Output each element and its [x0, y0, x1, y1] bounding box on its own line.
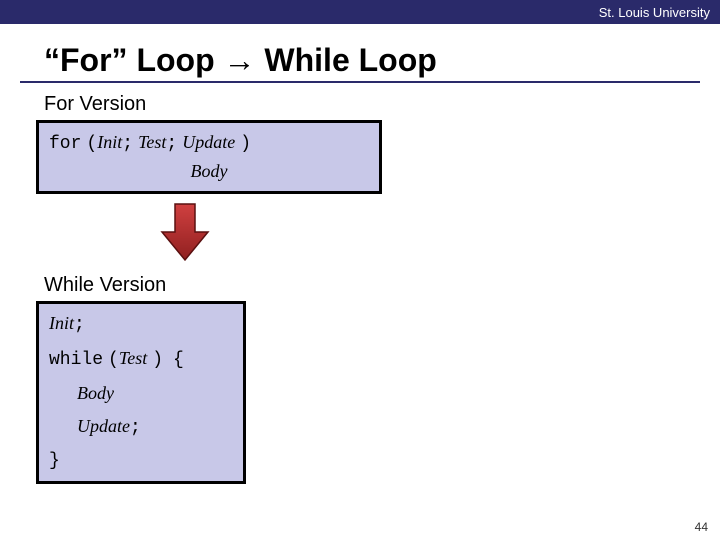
while-lbrace: { — [173, 350, 184, 370]
down-arrow-icon — [160, 202, 210, 262]
for-signature-line: for (Init; Test; Update ) — [49, 129, 369, 158]
while-update: Update — [77, 416, 130, 436]
while-signature-line: while (Test ) { — [49, 345, 233, 374]
while-update-line: Update; — [49, 413, 233, 442]
while-version-label: While Version — [0, 268, 720, 297]
page-number: 44 — [695, 520, 708, 534]
for-update: Update — [182, 132, 235, 152]
header-bar: St. Louis University — [0, 0, 720, 24]
for-semi2: ; — [166, 134, 177, 154]
slide-title: “For” Loop → While Loop — [20, 24, 700, 83]
for-test: Test — [138, 132, 166, 152]
for-code-box: for (Init; Test; Update ) Body — [36, 120, 382, 194]
while-init-semi: ; — [74, 315, 85, 335]
while-rparen: ) — [152, 350, 163, 370]
while-init: Init — [49, 313, 74, 333]
while-update-semi: ; — [130, 418, 141, 438]
while-init-line: Init; — [49, 310, 233, 339]
for-keyword: for — [49, 134, 81, 154]
while-test: Test — [119, 348, 147, 368]
for-version-label: For Version — [0, 87, 720, 116]
for-semi1: ; — [122, 134, 133, 154]
while-rbrace: } — [49, 448, 233, 475]
while-keyword: while — [49, 350, 103, 370]
for-init: Init — [97, 132, 122, 152]
for-rparen: ) — [240, 134, 251, 154]
for-lparen: ( — [86, 134, 97, 154]
university-label: St. Louis University — [599, 5, 710, 20]
while-code-box: Init; while (Test ) { Body Update; } — [36, 301, 246, 484]
while-body: Body — [49, 380, 233, 407]
for-body: Body — [49, 158, 369, 185]
while-lparen: ( — [108, 350, 119, 370]
